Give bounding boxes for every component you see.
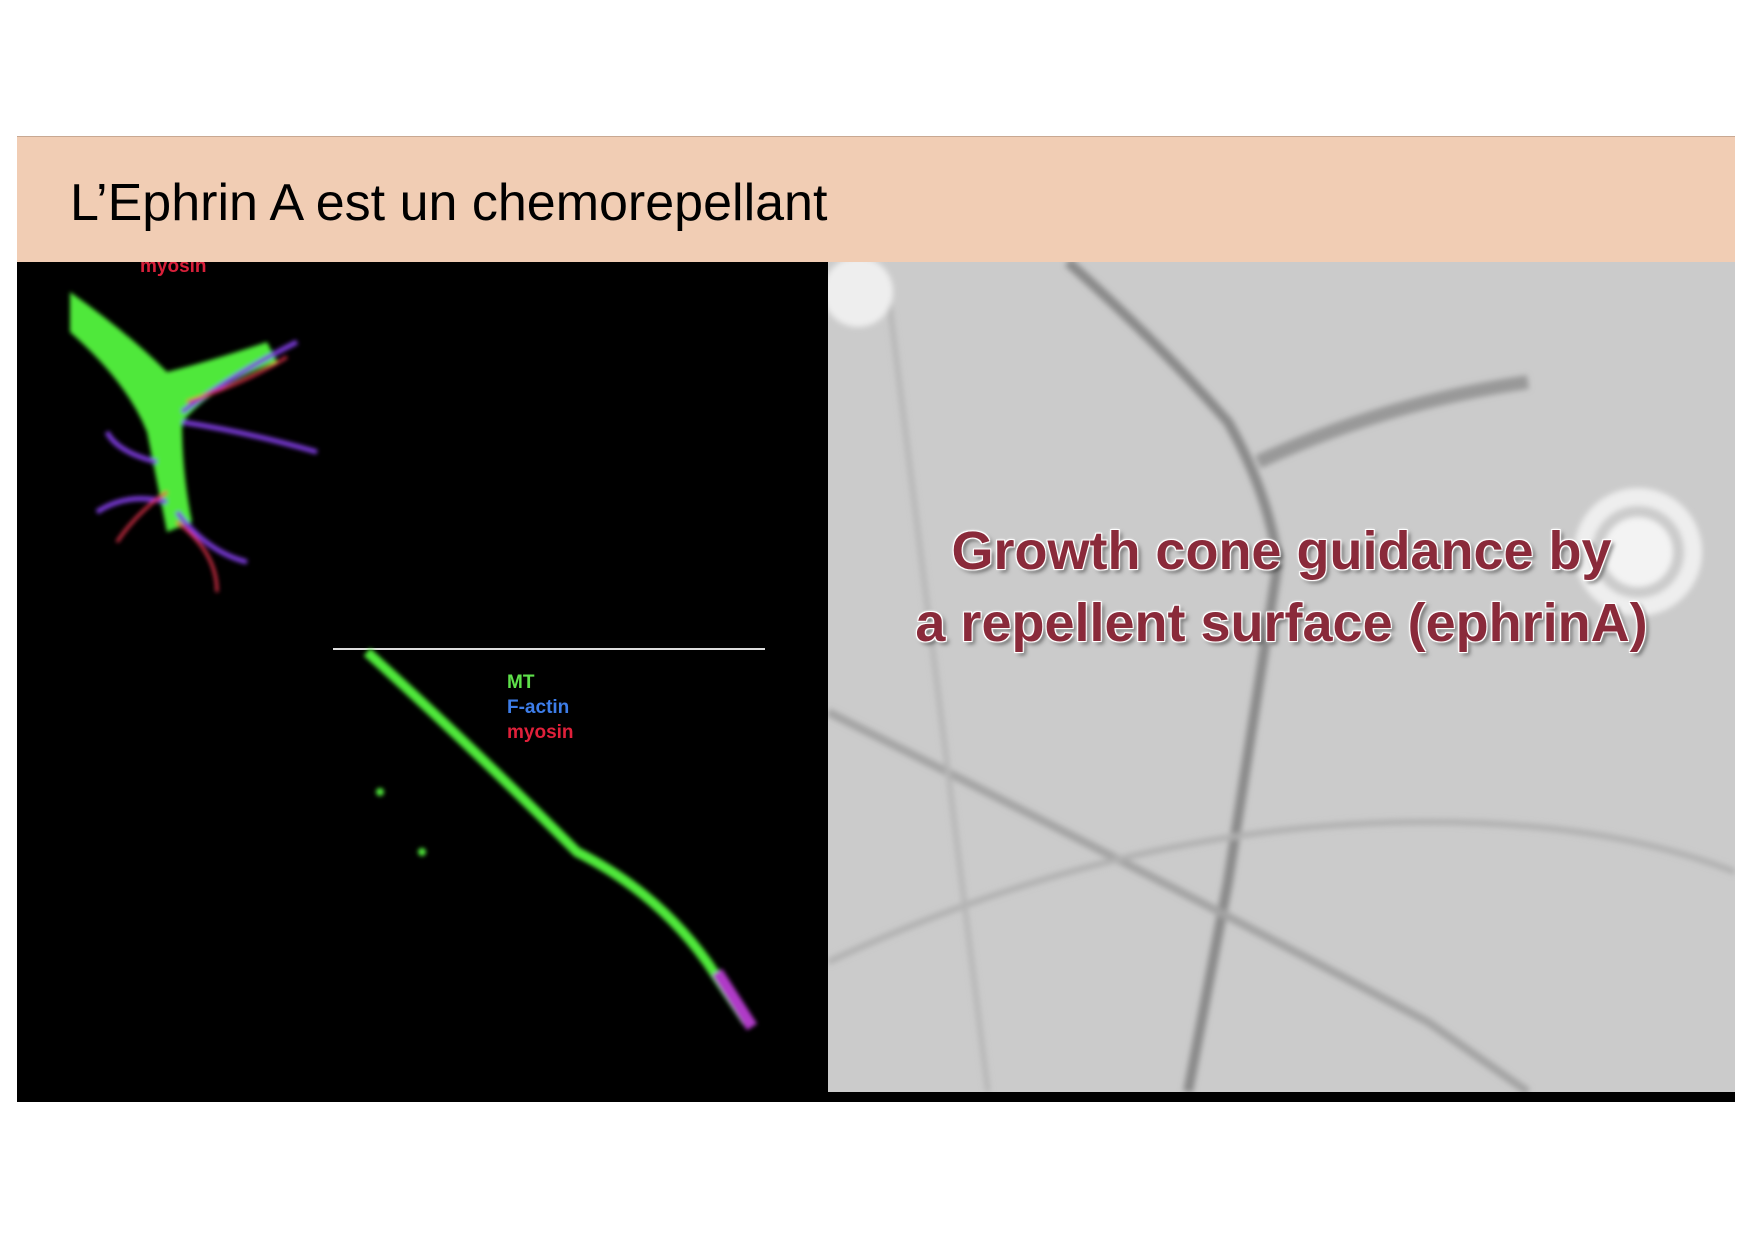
fluorescence-images: [70, 292, 765, 1031]
top-image-label: myosin: [140, 262, 207, 277]
legend-f-actin: F-actin: [507, 697, 570, 718]
axon-image: [363, 648, 758, 1031]
overlay-line-1: Growth cone guidance by: [951, 521, 1612, 581]
brightfield-video-panel: Growth cone guidance by a repellent surf…: [828, 262, 1735, 1092]
legend-myosin: myosin: [507, 722, 574, 743]
slide-header: L’Ephrin A est un chemorepellant: [17, 136, 1735, 263]
legend-mt: MT: [507, 672, 535, 693]
fluorescence-panel: myosin MT F-actin myosin: [17, 262, 828, 1102]
slide: L’Ephrin A est un chemorepellant myosin …: [17, 136, 1735, 1102]
brightfield-image: [828, 262, 1735, 1092]
overlay-line-2: a repellent surface (ephrinA): [915, 593, 1648, 653]
growth-cone-image: [70, 292, 318, 593]
slide-title: L’Ephrin A est un chemorepellant: [70, 174, 828, 232]
